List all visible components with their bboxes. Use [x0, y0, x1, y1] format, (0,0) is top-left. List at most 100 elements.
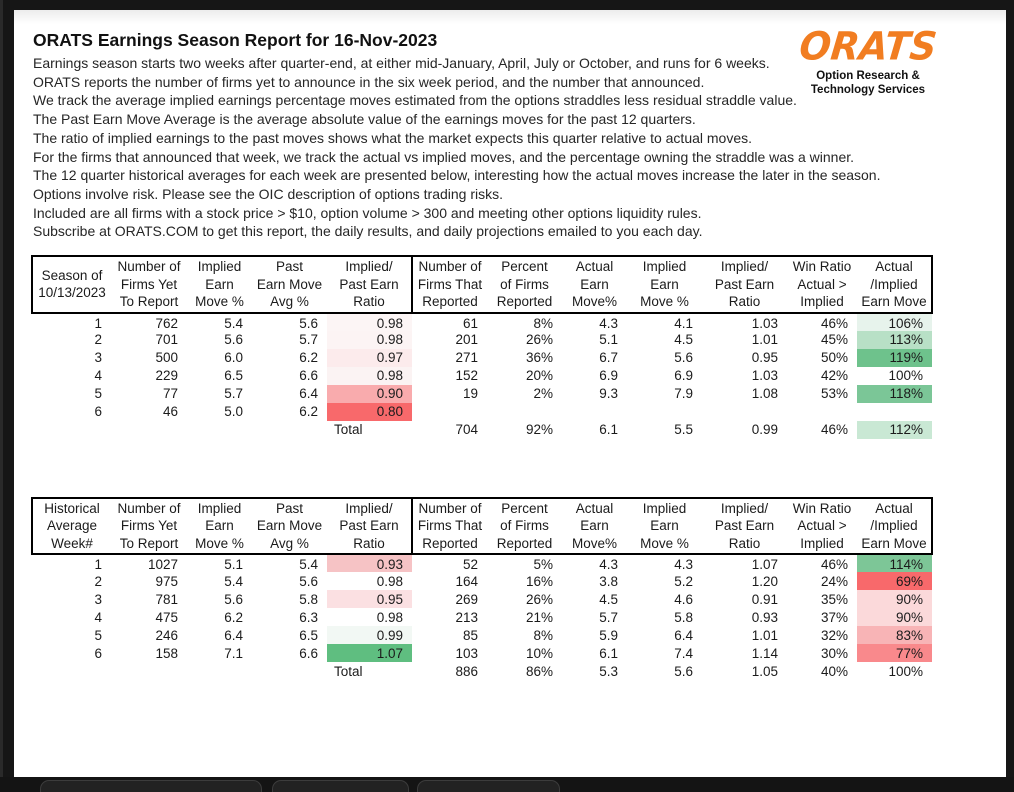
- table-cell: 6.4: [674, 627, 693, 643]
- table-cell: 50%: [820, 350, 848, 366]
- column-header: Implied/ Past Earn Ratio: [702, 496, 787, 556]
- table-cell: 0.99: [327, 626, 412, 645]
- table-cell: [187, 421, 252, 439]
- table-cell: 26%: [525, 591, 553, 607]
- table-row: 6 46 5.0 6.2 0.80: [32, 402, 932, 421]
- bottom-tab[interactable]: [417, 780, 560, 792]
- table-cell: 4.3: [599, 557, 618, 573]
- table-cell: 45%: [820, 332, 848, 348]
- header-row: Historical Average Week# Number of Firms …: [31, 496, 933, 556]
- table-cell: 46%: [820, 422, 848, 438]
- column-header: Implied/ Past Earn Ratio: [327, 496, 413, 556]
- table-cell: 6.5: [299, 627, 318, 643]
- table-cell: 77%: [857, 644, 932, 663]
- table-cell: 4: [94, 368, 102, 384]
- total-row: Total 704 92% 6.1 5.5 0.99 46% 112%: [32, 420, 932, 439]
- table-cell: 762: [155, 315, 178, 331]
- intro-line: Earnings season starts two weeks after q…: [33, 55, 770, 71]
- table-cell: 5.1: [224, 557, 243, 573]
- table-cell: 5.8: [674, 609, 693, 625]
- column-header: Historical Average Week#: [31, 496, 111, 556]
- table-cell: 4.6: [674, 591, 693, 607]
- table-cell: 10%: [525, 645, 553, 661]
- table-cell: 6.2: [224, 609, 243, 625]
- table-cell: 0.93: [327, 554, 412, 573]
- table-cell: 9.3: [599, 386, 618, 402]
- table-cell: 1.07: [751, 557, 778, 573]
- table-cell: 0.98: [327, 330, 412, 349]
- table-cell: [787, 403, 857, 421]
- table-cell: 42%: [820, 368, 848, 384]
- table-cell: 6.1: [599, 645, 618, 661]
- intro-paragraph: Earnings season starts two weeks after q…: [33, 54, 1006, 241]
- table-cell: 119%: [857, 348, 932, 367]
- table-cell: [857, 403, 932, 421]
- column-header: Actual /Implied Earn Move: [857, 496, 933, 556]
- table-cell: 246: [155, 627, 178, 643]
- column-header: Number of Firms Yet To Report: [111, 496, 187, 556]
- table-cell: [562, 403, 627, 421]
- table-cell: 229: [155, 368, 178, 384]
- table-cell: 26%: [525, 332, 553, 348]
- table-cell: 5.6: [224, 332, 243, 348]
- table-cell: 4.1: [674, 315, 693, 331]
- bottom-tab[interactable]: [40, 780, 262, 792]
- column-header: Percent of Firms Reported: [487, 255, 562, 314]
- table-cell: Total: [334, 663, 363, 679]
- table-cell: 1027: [147, 557, 178, 573]
- table-cell: 6: [94, 404, 102, 420]
- table-cell: 6.0: [224, 350, 243, 366]
- header-row: Season of 10/13/2023 Number of Firms Yet…: [31, 255, 933, 314]
- table-cell: 7.9: [674, 386, 693, 402]
- table-cell: 118%: [857, 384, 932, 403]
- table-cell: 269: [455, 591, 478, 607]
- table-cell: 0.98: [376, 609, 403, 625]
- table-cell: 1.14: [751, 645, 778, 661]
- table-cell: Total: [334, 422, 363, 438]
- table-cell: 30%: [820, 645, 848, 661]
- table-cell: 0.97: [327, 348, 412, 367]
- table-cell: 6.6: [299, 368, 318, 384]
- intro-line: The ratio of implied earnings to the pas…: [33, 129, 753, 146]
- table-cell: 158: [155, 645, 178, 661]
- current-season-table: Season of 10/13/2023 Number of Firms Yet…: [31, 255, 933, 439]
- table-cell: 100%: [888, 368, 923, 384]
- intro-line: The 12 quarter historical averages for e…: [33, 167, 881, 184]
- table-cell: 7.4: [674, 645, 693, 661]
- table-cell: 85: [462, 627, 478, 643]
- table-cell: 5.1: [599, 332, 618, 348]
- historical-average-table: Historical Average Week# Number of Firms …: [31, 496, 933, 681]
- table-cell: 90%: [857, 608, 932, 627]
- total-row: Total 886 86% 5.3 5.6 1.05 40% 100%: [32, 662, 932, 680]
- table-cell: 5.4: [224, 315, 243, 331]
- table-cell: 701: [155, 332, 178, 348]
- orats-logo-wordmark: ORATS: [797, 23, 939, 70]
- table-cell: 5.8: [299, 591, 318, 607]
- table-cell: 46: [162, 404, 178, 420]
- table-row: 3 500 6.0 6.2 0.97 271 36% 6.7 5.6 0.95 50% 119%: [32, 348, 932, 367]
- table-cell: 152: [455, 368, 478, 384]
- intro-line: We track the average implied earnings pe…: [33, 92, 797, 109]
- table-row: 2 701 5.6 5.7 0.98 201 26% 5.1 4.5 1.01 45% 113%: [32, 330, 932, 349]
- table-cell: 24%: [820, 573, 848, 589]
- table-cell: 213: [455, 609, 478, 625]
- table-cell: 0.80: [327, 402, 412, 421]
- intro-line: Options involve risk. Please see the OIC…: [33, 185, 503, 202]
- table-cell: 21%: [525, 609, 553, 625]
- table-cell: 1.08: [751, 386, 778, 402]
- column-header: Percent of Firms Reported: [487, 496, 562, 556]
- table-cell: 975: [155, 573, 178, 589]
- column-header: Past Earn Move Avg %: [252, 255, 327, 314]
- table-cell: 500: [155, 350, 178, 366]
- table-row: 4 229 6.5 6.6 0.98 152 20% 6.9 6.9 1.03 42% 100%: [32, 366, 932, 385]
- table-cell: 1: [94, 557, 102, 573]
- table-cell: 69%: [857, 572, 932, 591]
- table-cell: 1.20: [751, 573, 778, 589]
- bottom-tab[interactable]: [272, 780, 409, 792]
- table-cell: 5.6: [674, 663, 693, 679]
- table-cell: 20%: [525, 368, 553, 384]
- table-cell: 6.1: [599, 422, 618, 438]
- intro-line: For the firms that announced that week, …: [33, 148, 855, 165]
- intro-line: ORATS reports the number of firms yet to…: [33, 73, 705, 90]
- table-cell: 32%: [820, 627, 848, 643]
